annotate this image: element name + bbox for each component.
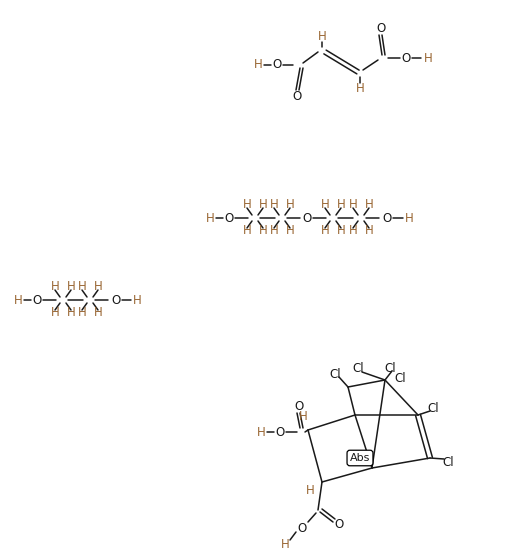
Text: H: H [405,212,413,225]
Text: H: H [253,58,262,72]
Text: H: H [270,198,279,212]
Text: Abs: Abs [350,453,370,463]
Text: O: O [225,212,234,225]
Text: O: O [276,426,285,438]
Text: H: H [133,293,141,306]
Text: O: O [32,293,42,306]
Text: H: H [364,225,373,237]
Text: H: H [14,293,23,306]
Text: Cl: Cl [427,402,439,414]
Text: H: H [318,30,326,44]
Text: H: H [337,198,345,212]
Text: H: H [364,198,373,212]
Text: H: H [67,306,76,320]
Text: O: O [272,58,282,72]
Text: H: H [348,225,357,237]
Text: H: H [78,281,86,293]
Text: H: H [243,225,251,237]
Text: H: H [50,281,60,293]
Text: O: O [382,212,392,225]
Text: H: H [281,539,289,552]
Text: O: O [401,52,411,64]
Text: H: H [243,198,251,212]
Text: H: H [356,82,364,95]
Text: O: O [292,91,302,104]
Text: H: H [321,225,329,237]
Text: H: H [67,281,76,293]
Text: H: H [337,225,345,237]
Text: O: O [298,521,307,534]
Text: H: H [286,198,295,212]
Text: O: O [376,21,386,35]
Text: O: O [335,519,344,531]
Text: Cl: Cl [442,455,454,469]
Text: Cl: Cl [384,362,396,375]
Text: Cl: Cl [352,362,364,375]
Text: H: H [206,212,214,225]
Text: H: H [259,225,267,237]
Text: H: H [306,483,315,497]
Text: H: H [348,198,357,212]
Text: H: H [256,426,265,438]
Text: O: O [295,400,304,413]
Text: H: H [259,198,267,212]
Text: H: H [286,225,295,237]
Text: H: H [299,409,307,422]
Text: H: H [270,225,279,237]
Text: H: H [50,306,60,320]
Text: H: H [94,306,102,320]
Text: H: H [78,306,86,320]
Text: H: H [94,281,102,293]
Text: H: H [321,198,329,212]
Text: H: H [424,52,432,64]
Text: O: O [302,212,311,225]
Text: O: O [112,293,121,306]
Text: Cl: Cl [329,367,341,380]
Text: Cl: Cl [394,371,406,385]
